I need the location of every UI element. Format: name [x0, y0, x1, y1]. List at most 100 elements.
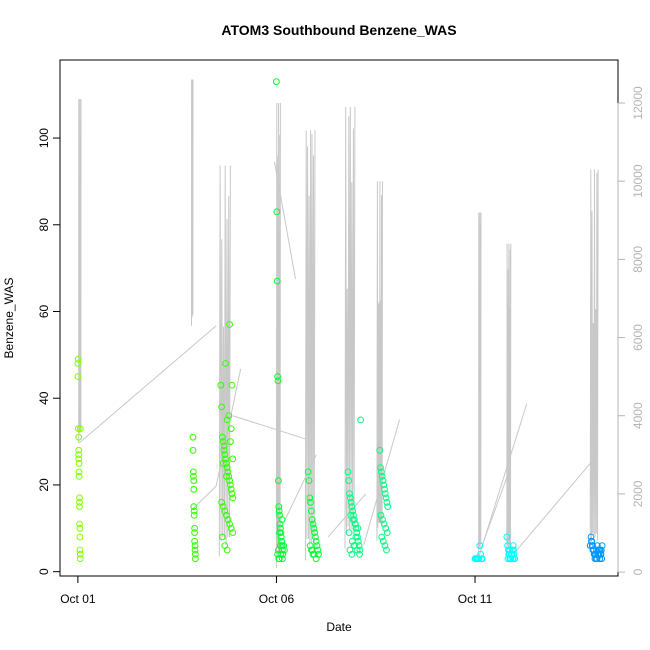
secondary-burst [304, 130, 316, 561]
y-axis-label: Benzene_WAS [2, 278, 16, 359]
data-point [189, 446, 197, 454]
data-point [478, 555, 486, 563]
secondary-connector [478, 403, 528, 557]
data-point [219, 533, 226, 541]
secondary-burst [589, 169, 599, 553]
data-point [190, 503, 198, 511]
secondary-y-axis: 0 2000 4000 6000 8000 10000 12000 [617, 86, 645, 575]
data-point [74, 373, 82, 380]
data-point [313, 542, 321, 549]
data-point [218, 498, 226, 506]
data-point [190, 507, 198, 515]
data-point [379, 477, 387, 485]
data-point [229, 529, 237, 536]
secondary-burst [376, 181, 383, 541]
data-point [312, 533, 319, 541]
data-point [307, 498, 315, 506]
secondary-connector [191, 485, 217, 510]
data-point [217, 381, 225, 389]
y2-tick-label: 6000 [631, 324, 645, 351]
data-point [346, 494, 354, 502]
data-point [223, 472, 230, 480]
data-point [192, 550, 199, 558]
data-point [596, 546, 604, 554]
data-point [274, 550, 282, 558]
data-point [275, 507, 283, 515]
scatter-points-layer [74, 78, 606, 563]
data-point [509, 542, 517, 549]
data-point [377, 468, 385, 476]
data-point [357, 416, 365, 424]
data-point [508, 550, 516, 558]
data-point [229, 455, 237, 463]
data-point [595, 550, 602, 558]
data-point [75, 468, 83, 476]
data-point [356, 550, 363, 558]
secondary-connector [327, 493, 367, 538]
data-point [382, 524, 390, 532]
data-point [310, 524, 318, 532]
y-tick-label: 100 [37, 128, 51, 148]
data-point [219, 459, 227, 467]
data-point [598, 555, 606, 563]
secondary-burst [78, 99, 82, 444]
data-point [224, 516, 232, 523]
data-point [381, 485, 388, 493]
data-point [190, 511, 198, 519]
data-point [76, 425, 84, 433]
data-point [75, 459, 83, 467]
data-point [348, 550, 356, 558]
data-point [505, 550, 513, 558]
data-point [226, 477, 234, 485]
data-point [347, 498, 355, 506]
data-point [227, 438, 234, 446]
data-point [304, 468, 312, 476]
y2-tick-label: 10000 [631, 164, 645, 198]
data-point [226, 520, 234, 528]
secondary-burst [275, 102, 281, 569]
data-point [191, 542, 199, 549]
data-point [588, 537, 595, 545]
x-axis: Oct 01 Oct 06 Oct 11 [60, 575, 493, 606]
y2-tick-label: 4000 [631, 402, 645, 429]
data-point [279, 550, 287, 558]
data-point [305, 477, 313, 485]
data-point [275, 503, 283, 511]
data-point [383, 529, 391, 536]
secondary-connector [283, 454, 317, 522]
data-point [379, 516, 386, 523]
data-point [191, 524, 199, 532]
data-point [378, 472, 386, 480]
data-point [477, 550, 485, 558]
data-point [278, 516, 286, 523]
data-point [220, 442, 228, 450]
data-point [475, 555, 483, 563]
data-point [223, 459, 230, 467]
data-point [222, 360, 230, 367]
data-point [352, 524, 360, 532]
secondary-connector [78, 325, 217, 444]
data-point [355, 542, 363, 549]
y-tick-label: 0 [37, 568, 51, 575]
data-point [220, 446, 228, 454]
data-point [190, 485, 198, 493]
plot-frame [59, 59, 619, 577]
data-point [382, 494, 390, 502]
data-point [306, 542, 314, 549]
data-point [281, 546, 288, 554]
data-point [345, 477, 353, 485]
data-point [74, 355, 82, 363]
data-point [306, 494, 314, 502]
data-point [274, 377, 282, 385]
data-point [76, 555, 84, 563]
data-point [274, 373, 282, 380]
data-point [590, 546, 598, 554]
data-point [311, 529, 319, 536]
data-point [587, 533, 595, 541]
data-point [273, 277, 281, 285]
data-point [76, 520, 83, 528]
data-point [352, 520, 359, 528]
data-point [229, 494, 237, 502]
data-point [344, 468, 352, 476]
data-point [219, 503, 227, 511]
